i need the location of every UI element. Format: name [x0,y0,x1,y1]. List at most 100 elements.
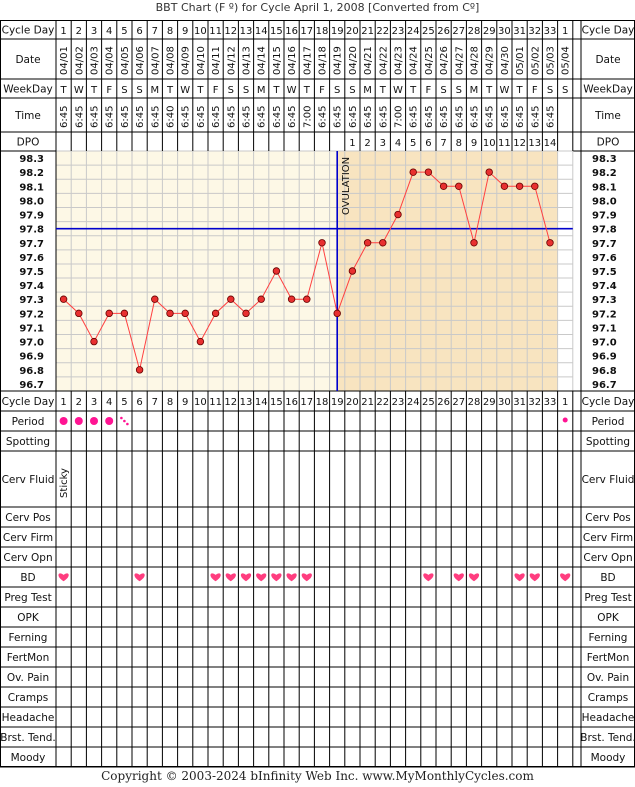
temperature-point [242,309,250,318]
time-label: 6:45 [439,106,450,128]
dpo-label: 6 [425,138,431,149]
time-label: 6:45 [500,106,511,128]
row-label-right-date: Date [595,54,620,66]
cycle-day-label: 1 [562,397,568,408]
y-tick-label: 98.1 [19,182,44,193]
weekday-label: F [106,85,112,96]
y-tick-label-right: 98.0 [592,196,617,207]
row-label-right-preg_test: Preg Test [584,592,631,604]
temperature-point [409,168,417,176]
y-tick-label: 97.1 [19,323,44,334]
temperature-point [546,239,554,247]
y-tick-label-right: 97.1 [592,323,617,334]
period-spot [126,422,129,426]
temperature-point [348,267,357,275]
cycle-day-label: 3 [91,397,97,408]
row-label-cerv_firm: Cerv Firm [3,532,53,544]
y-tick-label: 97.7 [19,239,44,250]
cycle-day-label: 12 [224,397,237,408]
row-label-right-moody: Moody [591,752,626,764]
dpo-label: 8 [456,138,462,149]
weekday-label: W [499,85,509,96]
y-tick-label: 97.8 [19,225,44,236]
row-label-cerv_pos: Cerv Pos [5,512,51,524]
cycle-day-label: 4 [106,26,112,37]
cycle-day-label: 9 [182,397,188,408]
time-label: 6:45 [226,106,237,128]
date-label: 04/24 [409,46,420,75]
cycle-day-label: 15 [270,26,283,37]
y-tick-label-right: 96.7 [592,380,617,391]
weekday-label: T [166,85,174,96]
temperature-point [485,168,493,176]
weekday-label: T [409,85,417,96]
dpo-label: 13 [528,138,541,149]
date-label: 04/29 [485,46,496,75]
date-label: 04/04 [105,46,116,75]
row-label-ov_pain: Ov. Pain [7,672,49,684]
weekday-label: T [303,85,311,96]
time-label: 6:45 [485,106,496,128]
time-label: 6:45 [470,106,481,128]
time-label: 6:45 [409,106,420,128]
cycle-day-label: 25 [422,26,435,37]
date-label: 04/20 [348,46,359,75]
weekday-label: M [150,85,159,96]
bd-heart-icon [468,573,480,582]
row-label-cycle_day: Cycle Day [2,396,55,408]
date-label: 04/26 [439,46,450,75]
row-label-right-brst_tend: Brst. Tend. [580,732,635,744]
cycle-day-label: 27 [452,397,465,408]
dpo-label: 7 [440,138,446,149]
row-label-weekday: WeekDay [3,84,53,96]
temperature-point [105,309,113,318]
cycle-day-label: 7 [152,26,158,37]
time-label: 6:45 [515,106,526,128]
date-label: 05/01 [515,46,526,75]
cycle-day-label: 6 [136,397,142,408]
weekday-label: M [363,85,372,96]
temperature-point [135,366,144,374]
date-label: 04/21 [363,46,374,75]
cycle-day-label: 16 [285,397,298,408]
weekday-label: S [456,85,462,96]
cycle-day-label: 18 [316,397,329,408]
cycle-day-label: 9 [182,26,188,37]
time-label: 6:45 [59,106,70,128]
y-tick-label: 97.2 [19,309,44,320]
y-tick-label: 97.4 [19,281,44,292]
cycle-day-label: 23 [392,26,405,37]
temperature-point [333,309,341,318]
cycle-day-label: 15 [270,397,283,408]
temperature-point [363,239,372,247]
row-label-cramps: Cramps [8,692,48,704]
bd-heart-icon [453,573,464,582]
temperature-point [90,337,98,346]
cycle-day-label: 8 [167,397,173,408]
dpo-label: 4 [395,138,401,149]
row-label-date: Date [15,54,40,66]
cycle-day-label: 5 [121,397,127,408]
temperature-point [166,309,174,318]
temperature-point [424,168,433,176]
date-label: 04/01 [59,46,70,75]
cycle-day-label: 1 [60,397,66,408]
y-tick-label-right: 97.8 [592,225,617,236]
bd-heart-icon [225,573,236,582]
cycle-day-label: 3 [91,26,97,37]
cycle-day-label: 14 [255,397,268,408]
time-label: 6:45 [333,106,344,128]
date-label: 04/09 [181,46,192,75]
weekday-label: S [349,85,355,96]
bd-heart-icon [529,573,540,582]
period-dot [105,417,114,425]
weekday-label: T [516,85,524,96]
row-label-right-cerv_firm: Cerv Firm [583,532,633,544]
date-label: 04/28 [470,46,481,75]
date-label: 04/13 [242,46,253,75]
bd-heart-icon [271,573,282,582]
copyright-footer: Copyright © 2003-2024 bInfinity Web Inc.… [101,769,534,783]
dpo-label: 1 [349,138,355,149]
cycle-day-label: 29 [483,397,496,408]
temperature-point [75,309,83,318]
